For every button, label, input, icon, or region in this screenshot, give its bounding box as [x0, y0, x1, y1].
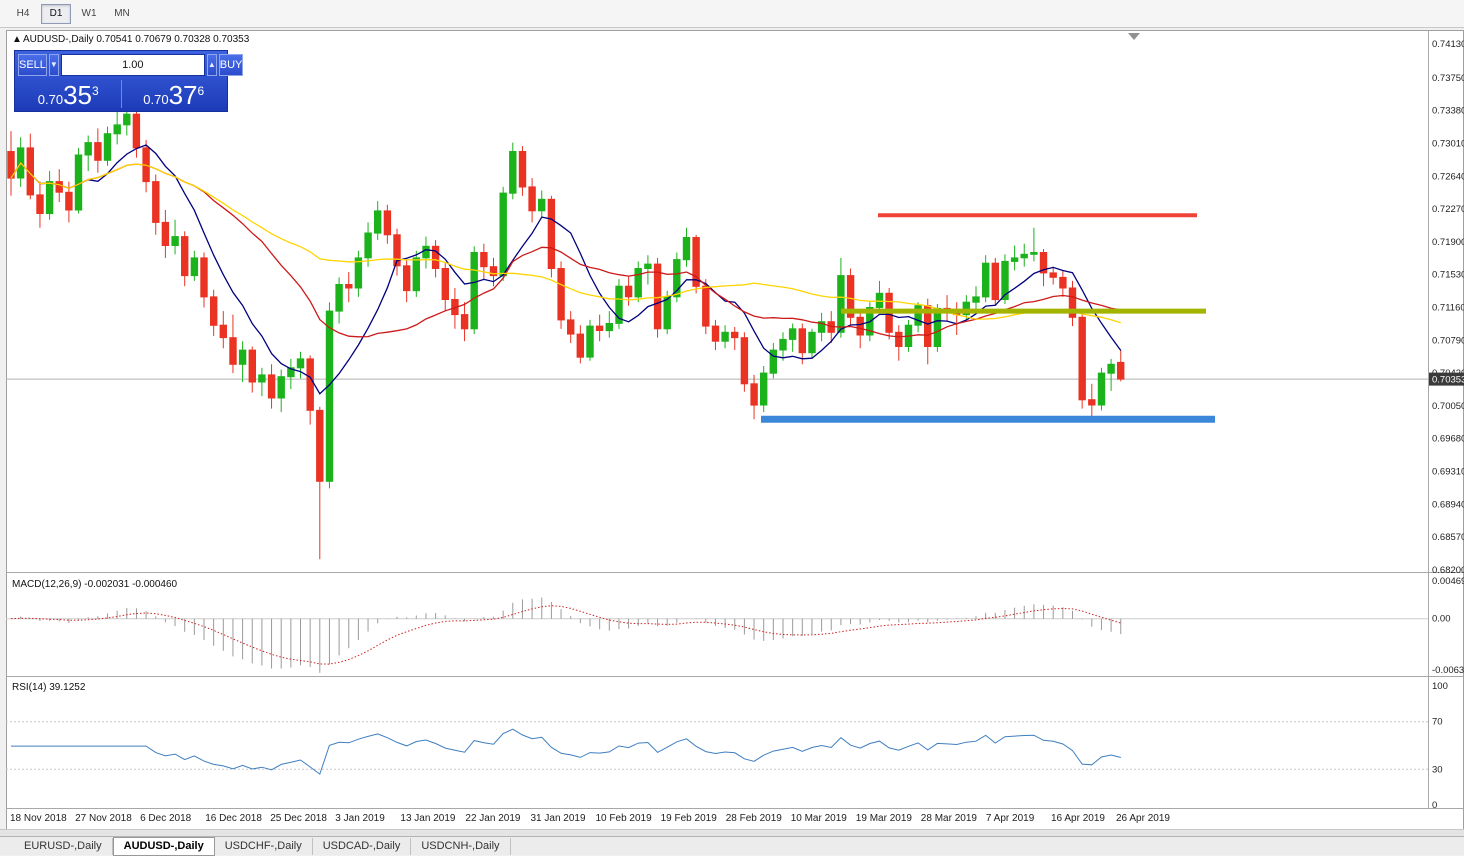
trade-prices-row: 0.70 35 3 0.70 37 6	[18, 78, 224, 110]
chart-tab-usdcad[interactable]: USDCAD-,Daily	[313, 837, 412, 855]
date-axis-label: 25 Dec 2018	[270, 813, 327, 824]
price-axis-label: 0.68570	[1432, 532, 1464, 543]
rsi-axis-label: 30	[1432, 764, 1443, 775]
horizontal-scrollbar[interactable]	[0, 829, 1464, 836]
date-axis-label: 10 Mar 2019	[791, 813, 848, 824]
date-axis-label: 31 Jan 2019	[531, 813, 586, 824]
chart-symbol-marker-icon: ▲	[12, 34, 22, 45]
date-axis-label: 19 Mar 2019	[856, 813, 913, 824]
macd-axis-label: 0.00	[1432, 614, 1451, 625]
price-axis-label: 0.71900	[1432, 237, 1464, 248]
svg-text:0.70353: 0.70353	[1432, 375, 1464, 386]
buy-price-point: 6	[197, 84, 205, 98]
moving-average-8	[10, 144, 1122, 395]
date-axis-label: 19 Feb 2019	[661, 813, 718, 824]
chart-window: 0.74130 0.73750 0.73380 0.73010 0.72640 0.722…	[6, 30, 1464, 830]
volume-increase-button[interactable]: ▲	[206, 54, 217, 76]
sell-price-point: 3	[92, 84, 99, 98]
bid-price-badge	[1429, 372, 1464, 386]
timeframe-button-h4[interactable]: H4	[16, 7, 30, 19]
macd-axis-label: 0.004694	[1432, 576, 1464, 587]
timeframe-button-w1[interactable]: W1	[81, 7, 97, 19]
price-chart-canvas[interactable]: 0.74130 0.73750 0.73380 0.73010 0.72640 0.722…	[6, 30, 1464, 830]
date-axis-label: 6 Dec 2018	[140, 813, 192, 824]
price-axis-label: 0.73010	[1432, 139, 1464, 150]
date-axis-label: 18 Nov 2018	[10, 813, 67, 824]
price-axis-label: 0.74130	[1432, 39, 1464, 50]
macd-label: MACD(12,26,9) -0.002031 -0.000460	[12, 579, 178, 590]
buy-price-display[interactable]: 0.70 37 6	[124, 78, 225, 110]
date-axis-label: 16 Dec 2018	[205, 813, 262, 824]
price-axis-label: 0.72270	[1432, 204, 1464, 215]
price-axis-label: 0.70790	[1432, 335, 1464, 346]
date-axis-label: 13 Jan 2019	[400, 813, 455, 824]
sell-button[interactable]: SELL	[18, 54, 47, 76]
candles-layer	[7, 103, 1125, 560]
price-axis-label: 0.68940	[1432, 499, 1464, 510]
sell-price-base: 0.70	[37, 92, 64, 107]
date-axis-label: 26 Apr 2019	[1116, 813, 1170, 824]
price-axis-label: 0.73380	[1432, 106, 1464, 117]
rsi-line	[11, 728, 1121, 775]
sell-price-display[interactable]: 0.70 35 3	[18, 78, 119, 110]
rsi-axis-label: 70	[1432, 717, 1443, 728]
price-axis-label: 0.73750	[1432, 73, 1464, 84]
chart-title-ohlc: AUDUSD-,Daily 0.70541 0.70679 0.70328 0.…	[23, 34, 250, 45]
chart-tab-eurusd[interactable]: EURUSD-,Daily	[14, 837, 113, 855]
volume-decrease-button[interactable]: ▼	[48, 54, 59, 76]
trade-controls-row: SELL ▼ ▲ BUY	[18, 54, 244, 76]
timeframe-toolbar: H4 D1 W1 MN	[0, 0, 1464, 28]
date-axis-label: 3 Jan 2019	[335, 813, 385, 824]
date-axis-label: 27 Nov 2018	[75, 813, 132, 824]
up-arrow-icon: ▲	[207, 60, 216, 69]
price-axis-label: 0.71160	[1432, 303, 1464, 314]
price-axis-label: 0.70050	[1432, 401, 1464, 412]
chart-shift-marker-icon	[1128, 33, 1140, 40]
chart-tab-usdchf[interactable]: USDCHF-,Daily	[215, 837, 313, 855]
price-axis-label: 0.69680	[1432, 434, 1464, 445]
rsi-axis-label: 0	[1432, 800, 1437, 811]
sell-price-pips: 35	[63, 80, 93, 110]
price-axis-label: 0.68200	[1432, 565, 1464, 576]
price-axis-label: 0.72640	[1432, 171, 1464, 182]
rsi-label: RSI(14) 39.1252	[12, 682, 86, 693]
buy-button[interactable]: BUY	[218, 54, 244, 76]
price-divider	[120, 80, 122, 108]
moving-average-45	[10, 161, 1121, 324]
rsi-axis-label: 100	[1432, 681, 1448, 692]
date-axis-label: 22 Jan 2019	[465, 813, 520, 824]
chart-tab-bar: EURUSD-,Daily AUDUSD-,Daily USDCHF-,Daily U…	[0, 836, 1464, 856]
timeframe-button-d1[interactable]: D1	[41, 3, 71, 24]
timeframe-button-mn[interactable]: MN	[114, 7, 130, 19]
volume-input[interactable]	[60, 54, 205, 76]
chart-tab-usdcnh[interactable]: USDCNH-,Daily	[411, 837, 511, 855]
macd-axis-label: -0.00639	[1432, 665, 1464, 676]
down-arrow-icon: ▼	[49, 60, 58, 69]
date-axis-label: 16 Apr 2019	[1051, 813, 1105, 824]
macd-histogram	[20, 597, 1122, 673]
macd-signal-line	[10, 605, 1121, 665]
date-axis-label: 7 Apr 2019	[986, 813, 1035, 824]
date-axis-label: 28 Mar 2019	[921, 813, 978, 824]
buy-price-pips: 37	[168, 80, 198, 110]
date-axis-label: 28 Feb 2019	[726, 813, 783, 824]
price-axis-label: 0.71530	[1432, 270, 1464, 281]
date-axis-label: 10 Feb 2019	[596, 813, 653, 824]
buy-price-base: 0.70	[143, 92, 169, 107]
price-axis-label: 0.69310	[1432, 467, 1464, 478]
chart-tab-audusd[interactable]: AUDUSD-,Daily	[112, 836, 215, 856]
